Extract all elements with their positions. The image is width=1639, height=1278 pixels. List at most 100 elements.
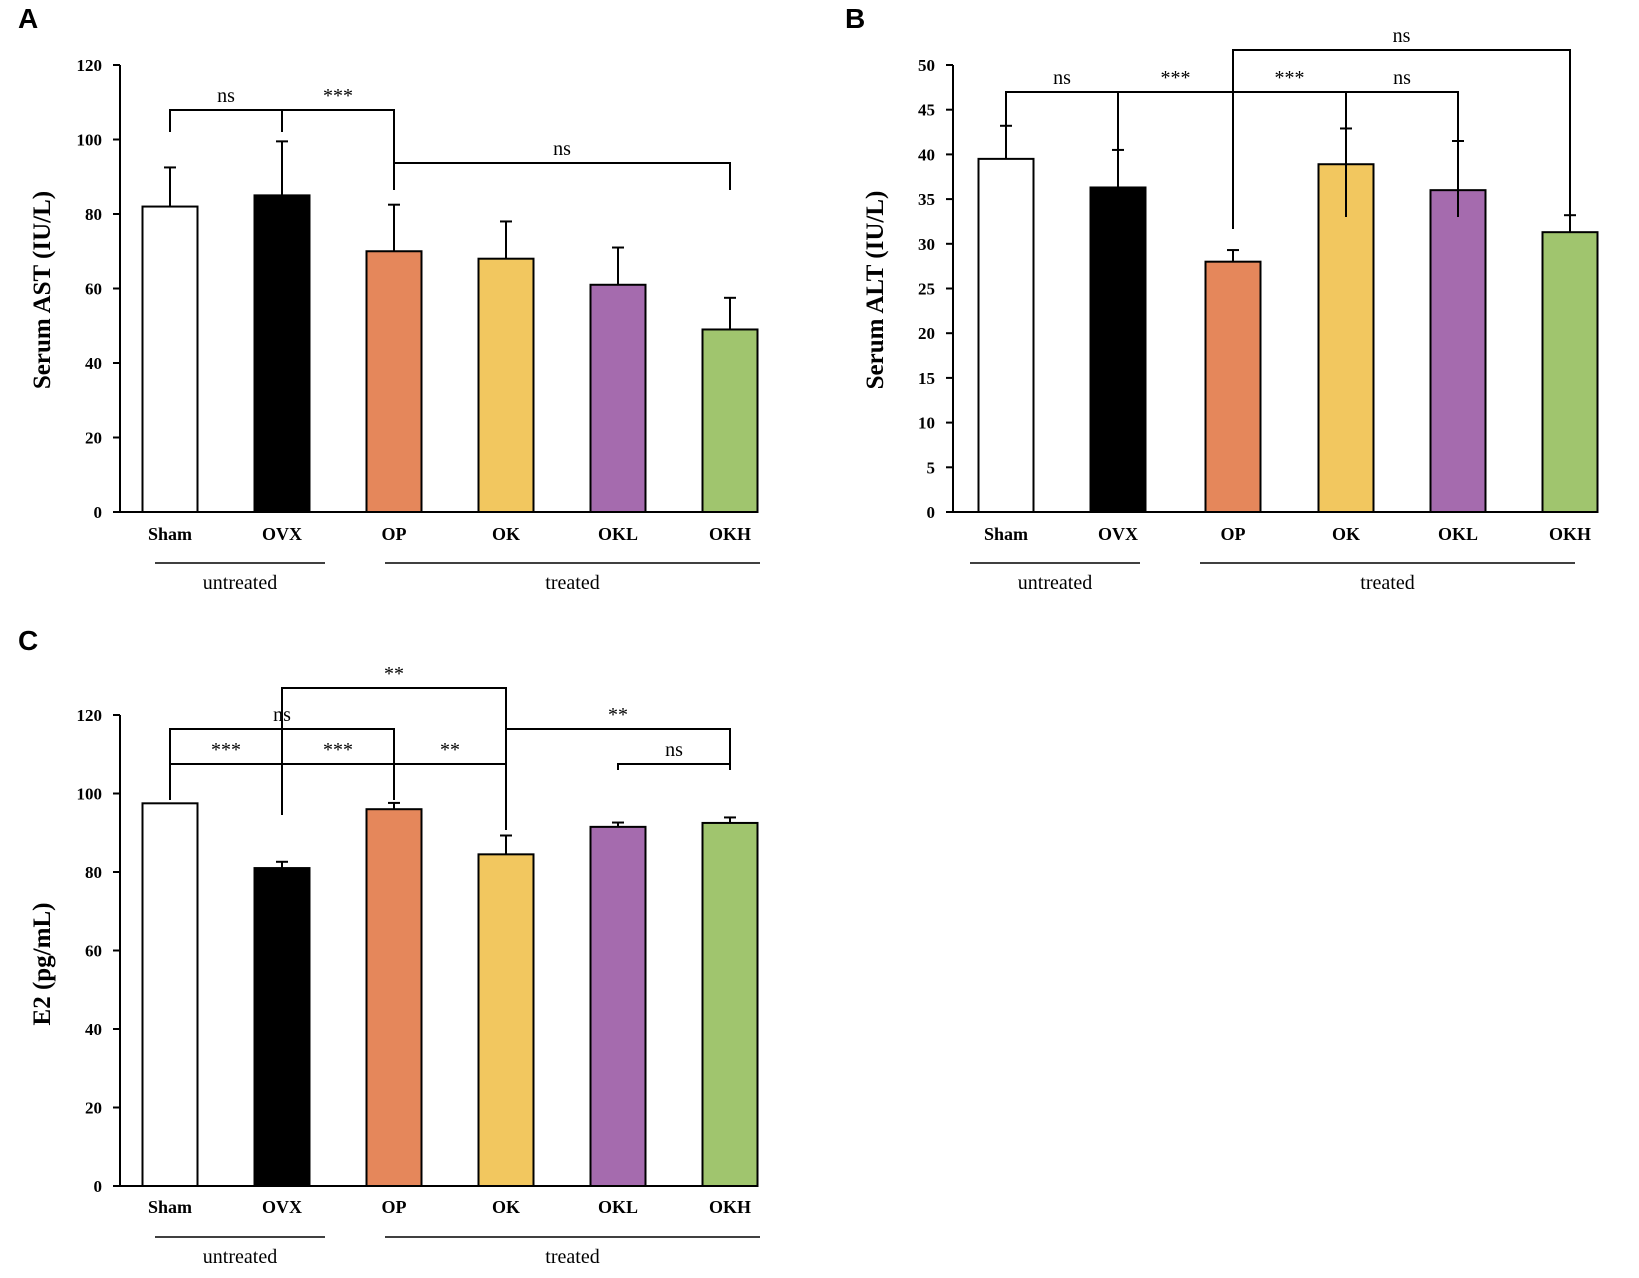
y-tick-label: 60 <box>85 280 102 299</box>
significance-bracket <box>393 162 731 190</box>
bar-okh <box>701 821 759 1187</box>
group-label: treated <box>545 1246 599 1268</box>
y-tick-label: 20 <box>85 429 102 448</box>
y-tick-label: 20 <box>918 324 935 343</box>
y-tick-label: 45 <box>918 101 935 120</box>
x-tick-label: OK <box>1332 524 1360 544</box>
y-tick-label: 60 <box>85 942 102 961</box>
significance-bracket <box>1345 91 1459 217</box>
y-tick-label: 0 <box>927 503 936 522</box>
bar-ovx <box>1089 186 1147 513</box>
panel-letter: B <box>845 3 865 34</box>
significance-label: ** <box>608 704 628 726</box>
x-tick-label: OK <box>492 524 520 544</box>
y-tick-label: 40 <box>918 145 935 164</box>
significance-label: ** <box>440 739 460 761</box>
bar-okl <box>1429 189 1487 513</box>
x-tick-label: OK <box>492 1197 520 1217</box>
significance-label: ns <box>1393 67 1411 89</box>
y-tick-label: 120 <box>77 706 103 725</box>
significance-bracket <box>281 687 507 830</box>
significance-label: ** <box>384 663 404 685</box>
chart-panel-a: A 0 20 40 60 80 100 120 Serum AST (IU/L) Sham OVX O… <box>18 3 760 594</box>
y-tick-label: 40 <box>85 1020 102 1039</box>
x-tick-label: OKH <box>709 1197 751 1217</box>
x-tick-label: OVX <box>262 1197 302 1217</box>
x-tick-label: OP <box>1221 524 1246 544</box>
x-tick-label: OKL <box>598 1197 638 1217</box>
significance-bracket <box>1005 91 1119 154</box>
bar-ok <box>477 257 535 514</box>
group-label: untreated <box>203 572 277 594</box>
y-tick-label: 35 <box>918 190 935 209</box>
bar-okh <box>701 328 759 513</box>
significance-bracket <box>281 763 395 815</box>
x-tick-label: Sham <box>148 1197 192 1217</box>
x-tick-label: OVX <box>262 524 302 544</box>
y-tick-label: 100 <box>77 131 103 150</box>
x-tick-label: OP <box>382 1197 407 1217</box>
bar-okh <box>1541 231 1599 513</box>
significance-label: ns <box>1053 67 1071 89</box>
panel-letter: A <box>18 3 38 34</box>
y-tick-label: 80 <box>85 205 102 224</box>
group-label: untreated <box>1018 572 1092 594</box>
y-tick-label: 100 <box>77 785 103 804</box>
y-tick-label: 15 <box>918 369 935 388</box>
y-tick-label: 40 <box>85 354 102 373</box>
y-tick-label: 5 <box>927 458 936 477</box>
significance-bracket <box>1232 49 1571 229</box>
y-axis-title: E2 (pg/mL) <box>29 903 56 1026</box>
significance-label: *** <box>1275 67 1305 89</box>
bar-op <box>1204 260 1262 513</box>
y-tick-label: 0 <box>94 1177 103 1196</box>
x-tick-label: OVX <box>1098 524 1138 544</box>
y-tick-label: 50 <box>918 56 935 75</box>
x-tick-label: OKL <box>1438 524 1478 544</box>
y-axis-title: Serum AST (IU/L) <box>29 191 56 389</box>
bar-sham <box>977 157 1035 513</box>
bar-okl <box>589 283 647 513</box>
significance-label: ns <box>665 739 683 761</box>
significance-label: ns <box>1393 25 1411 47</box>
x-tick-label: OP <box>382 524 407 544</box>
y-axis-title: Serum ALT (IU/L) <box>862 191 889 390</box>
significance-bracket <box>505 728 731 830</box>
x-tick-label: Sham <box>984 524 1028 544</box>
y-tick-label: 10 <box>918 414 935 433</box>
group-label: untreated <box>203 1246 277 1268</box>
significance-label: *** <box>211 739 241 761</box>
significance-label: *** <box>323 739 353 761</box>
panel-letter: C <box>18 625 38 656</box>
bar-ovx <box>253 194 311 513</box>
y-tick-label: 30 <box>918 235 935 254</box>
chart-panel-c: C 0 20 40 60 80 100 120 E2 (pg/mL) Sham OVX OP OK OKL… <box>18 625 760 1268</box>
significance-bracket <box>169 109 283 132</box>
bar-ok <box>477 853 535 1188</box>
bar-op <box>365 250 423 513</box>
bar-okl <box>589 825 647 1187</box>
significance-label: *** <box>1161 67 1191 89</box>
significance-bracket <box>617 763 731 770</box>
significance-label: ns <box>553 138 571 160</box>
bar-op <box>365 808 423 1187</box>
bar-sham <box>141 205 199 514</box>
bar-sham <box>141 802 199 1187</box>
group-label: treated <box>545 572 599 594</box>
y-tick-label: 80 <box>85 863 102 882</box>
significance-label: *** <box>323 85 353 107</box>
group-label: treated <box>1360 572 1414 594</box>
x-tick-label: OKH <box>709 524 751 544</box>
y-tick-label: 0 <box>94 503 103 522</box>
y-tick-label: 120 <box>77 56 103 75</box>
significance-label: ns <box>217 85 235 107</box>
significance-bracket <box>281 109 395 190</box>
chart-panel-b: B 0 5 10 15 20 25 30 35 40 45 50 Serum ALT (IU/L) Sha… <box>845 3 1599 594</box>
x-tick-label: OKL <box>598 524 638 544</box>
x-tick-label: OKH <box>1549 524 1591 544</box>
x-tick-label: Sham <box>148 524 192 544</box>
bar-ovx <box>253 867 311 1187</box>
y-tick-label: 20 <box>85 1099 102 1118</box>
y-tick-label: 25 <box>918 280 935 299</box>
